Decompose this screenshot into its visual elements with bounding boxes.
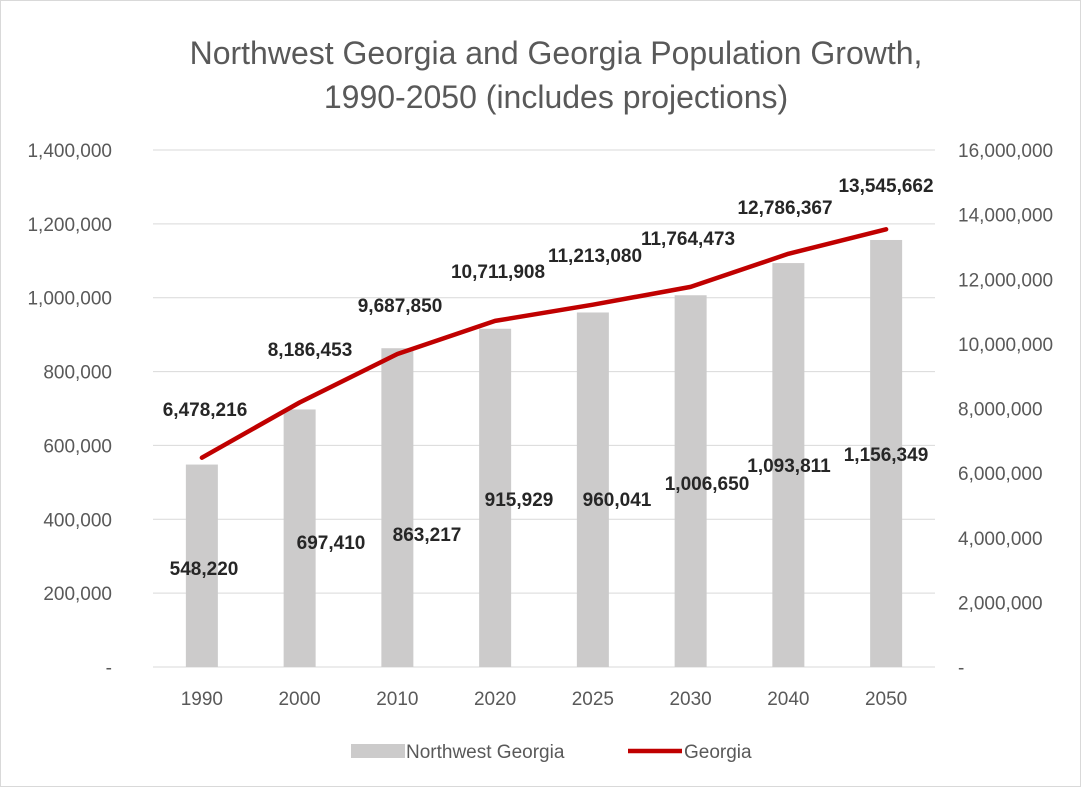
- left-tick-label: 200,000: [43, 584, 112, 605]
- line-data-label: 10,711,908: [451, 262, 545, 283]
- gridlines: [153, 149, 935, 668]
- bar-2000: [283, 409, 316, 667]
- right-tick-label: 14,000,000: [958, 206, 1053, 227]
- bar-data-label: 548,220: [170, 559, 239, 580]
- line-data-label: 12,786,367: [737, 198, 832, 219]
- x-tick-label: 1990: [181, 689, 223, 710]
- bar-data-label: 1,006,650: [665, 474, 750, 495]
- data-labels: 548,220 697,410 863,217 915,929 960,041 1,006…: [163, 176, 934, 580]
- left-tick-label: 1,200,000: [27, 215, 112, 236]
- line-series: [199, 227, 889, 460]
- x-tick-label: 2000: [278, 689, 320, 710]
- x-axis-ticks: 1990 2000 2010 2020 2025 2030 2040 2050: [181, 689, 908, 710]
- line-data-label: 13,545,662: [838, 176, 933, 197]
- right-tick-label: 8,000,000: [958, 400, 1043, 421]
- x-tick-label: 2010: [376, 689, 418, 710]
- right-tick-label: 10,000,000: [958, 335, 1053, 356]
- left-axis-ticks: - 200,000 400,000 600,000 800,000 1,000,000 1,…: [27, 141, 112, 679]
- bar-data-label: 1,156,349: [844, 445, 929, 466]
- right-axis-ticks: - 2,000,000 4,000,000 6,000,000 8,000,000 10,…: [958, 141, 1053, 679]
- line-data-label: 8,186,453: [268, 340, 353, 361]
- x-tick-label: 2030: [669, 689, 711, 710]
- chart-title-line-1: Northwest Georgia and Georgia Population…: [190, 35, 923, 71]
- bar-1990: [185, 464, 218, 667]
- line-data-label: 11,213,080: [548, 246, 642, 267]
- bar-data-label: 697,410: [297, 533, 366, 554]
- left-tick-label: 1,400,000: [27, 141, 112, 162]
- bar-series: [185, 239, 903, 667]
- x-tick-label: 2020: [474, 689, 516, 710]
- right-tick-label: 12,000,000: [958, 270, 1053, 291]
- line-data-label: 6,478,216: [163, 400, 248, 421]
- bar-2040: [772, 263, 805, 667]
- bar-2030: [674, 295, 707, 667]
- left-tick-label: 600,000: [43, 436, 112, 457]
- right-tick-label: 2,000,000: [958, 593, 1043, 614]
- left-tick-label: 400,000: [43, 510, 112, 531]
- legend-swatch-northwest-georgia: [351, 744, 405, 758]
- bar-data-label: 915,929: [485, 490, 554, 511]
- bar-data-label: 1,093,811: [747, 456, 831, 477]
- right-tick-label: 6,000,000: [958, 464, 1043, 485]
- x-tick-label: 2025: [572, 689, 614, 710]
- right-tick-label: 4,000,000: [958, 529, 1043, 550]
- right-tick-label: 16,000,000: [958, 141, 1053, 162]
- legend: Northwest Georgia Georgia: [351, 742, 752, 763]
- legend-label-georgia: Georgia: [684, 742, 752, 763]
- bar-data-label: 960,041: [583, 490, 652, 511]
- bar-2010: [381, 348, 414, 667]
- line-data-label: 9,687,850: [358, 296, 443, 317]
- right-tick-label: -: [958, 658, 964, 679]
- chart-title-line-2: 1990-2050 (includes projections): [324, 79, 788, 115]
- x-tick-label: 2050: [865, 689, 907, 710]
- series-line-georgia: [199, 227, 889, 460]
- left-tick-label: 800,000: [43, 363, 112, 384]
- bar-2025: [576, 312, 609, 667]
- x-tick-label: 2040: [767, 689, 809, 710]
- left-tick-label: -: [106, 658, 112, 679]
- legend-label-northwest-georgia: Northwest Georgia: [406, 742, 565, 763]
- left-tick-label: 1,000,000: [27, 289, 112, 310]
- bar-data-label: 863,217: [393, 525, 462, 546]
- line-data-label: 11,764,473: [641, 229, 735, 250]
- bar-2020: [479, 328, 512, 667]
- bar-2050: [870, 239, 903, 667]
